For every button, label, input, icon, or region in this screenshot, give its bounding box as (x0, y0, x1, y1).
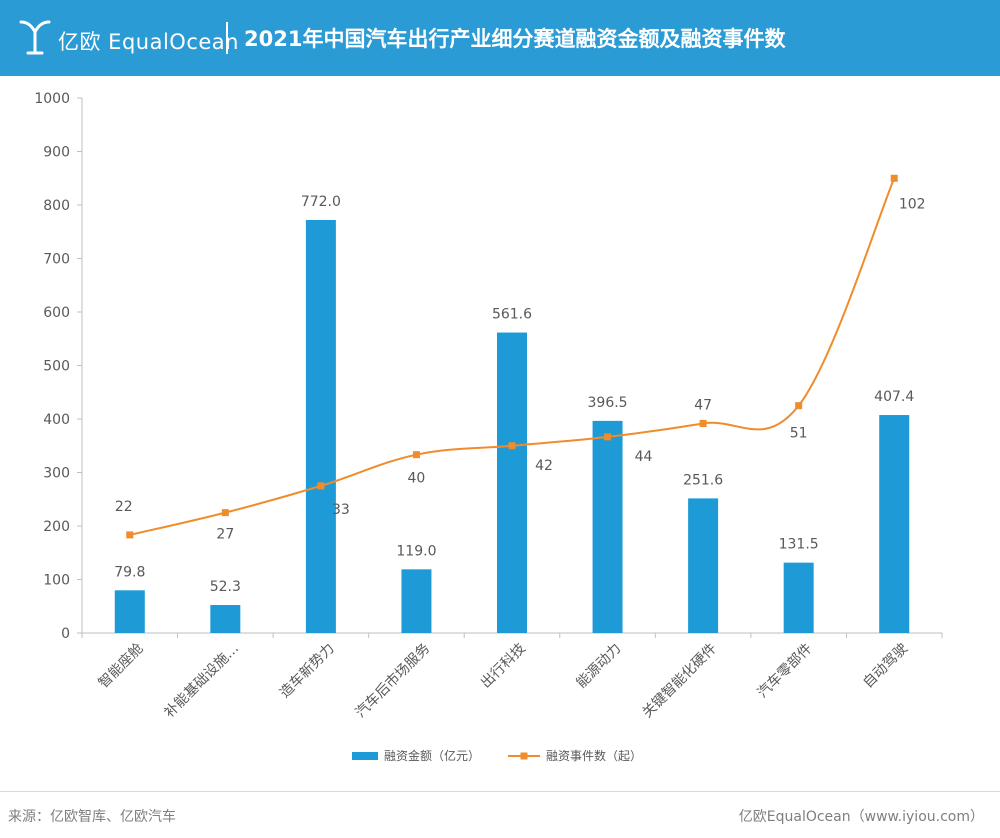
bar (210, 605, 241, 633)
x-category-label: 汽车零部件 (754, 640, 816, 702)
x-category-label: 补能基础设施… (161, 640, 242, 721)
bar (688, 498, 719, 633)
line-value-label: 42 (535, 458, 553, 474)
y-tick-label: 900 (43, 145, 70, 161)
y-tick-label: 200 (43, 519, 70, 535)
header-divider (226, 22, 228, 54)
bar-value-label: 131.5 (779, 537, 819, 553)
line-value-label: 27 (216, 527, 234, 543)
x-category-label: 能源动力 (573, 641, 624, 692)
x-category-label: 关键智能化硬件 (639, 641, 720, 722)
chart-title: 2021年中国汽车出行产业细分赛道融资金额及融资事件数 (244, 27, 786, 51)
y-tick-label: 700 (43, 252, 70, 268)
y-tick-label: 400 (43, 412, 70, 428)
bar-value-label: 561.6 (492, 307, 532, 323)
line-value-label: 102 (899, 196, 926, 212)
line-point (604, 433, 612, 441)
bar (305, 219, 336, 634)
legend-bar-label: 融资金额（亿元） (384, 748, 480, 763)
legend-line-marker (520, 752, 528, 760)
x-category-label: 自动驾驶 (860, 641, 911, 692)
bar (783, 562, 814, 633)
bar (592, 420, 623, 633)
line-point (508, 442, 516, 450)
x-category-label: 出行科技 (478, 641, 529, 692)
bar-value-label: 396.5 (588, 395, 628, 411)
legend-bar-swatch (352, 752, 378, 760)
y-tick-label: 500 (43, 359, 70, 375)
line-point (699, 419, 707, 427)
bar (114, 590, 145, 633)
line-value-label: 22 (115, 499, 133, 515)
logo-text: 亿欧 EqualOcean (58, 30, 239, 54)
x-category-label: 智能座舱 (96, 641, 147, 692)
line-point (795, 402, 803, 410)
line-value-label: 44 (635, 449, 653, 465)
line-value-label: 33 (332, 502, 350, 518)
chart-area: 0 100 200 300 400 500 600 700 800 900 1000 79.8 52.3… (34, 91, 943, 763)
bar (879, 415, 910, 633)
bar-value-label: 119.0 (396, 543, 436, 559)
line-point (221, 509, 229, 517)
y-tick-label: 800 (43, 198, 70, 214)
y-tick-label: 0 (61, 626, 70, 642)
brand-note: 亿欧EqualOcean（www.iyiou.com） (738, 809, 984, 825)
footer-divider (0, 791, 1000, 792)
bar-value-label: 772.0 (301, 194, 341, 210)
bar (401, 569, 432, 633)
x-category-label: 造车新势力 (276, 640, 338, 702)
bar (497, 332, 527, 633)
line-value-label: 51 (790, 426, 808, 442)
bar-value-label: 407.4 (874, 389, 914, 405)
y-tick-label: 300 (43, 466, 70, 482)
bar-value-label: 251.6 (683, 472, 723, 488)
line-point (412, 451, 420, 459)
legend-line-label: 融资事件数（起） (546, 748, 642, 763)
x-category-label: 汽车后市场服务 (352, 640, 433, 721)
equalocean-logo-icon (19, 20, 51, 55)
line-point (126, 531, 134, 539)
header-banner: 亿欧 EqualOcean 2021年中国汽车出行产业细分赛道融资金额及融资事件… (0, 0, 1000, 76)
source-note: 来源：亿欧智库、亿欧汽车 (8, 809, 176, 825)
bar-value-label: 79.8 (114, 564, 145, 580)
line-point (890, 174, 898, 182)
bar-value-label: 52.3 (210, 579, 241, 595)
y-tick-label: 600 (43, 305, 70, 321)
line-point (317, 482, 325, 490)
line-value-label: 40 (408, 471, 426, 487)
y-tick-label: 1000 (34, 91, 70, 107)
y-tick-label: 100 (43, 573, 70, 589)
line-value-label: 47 (694, 397, 712, 413)
